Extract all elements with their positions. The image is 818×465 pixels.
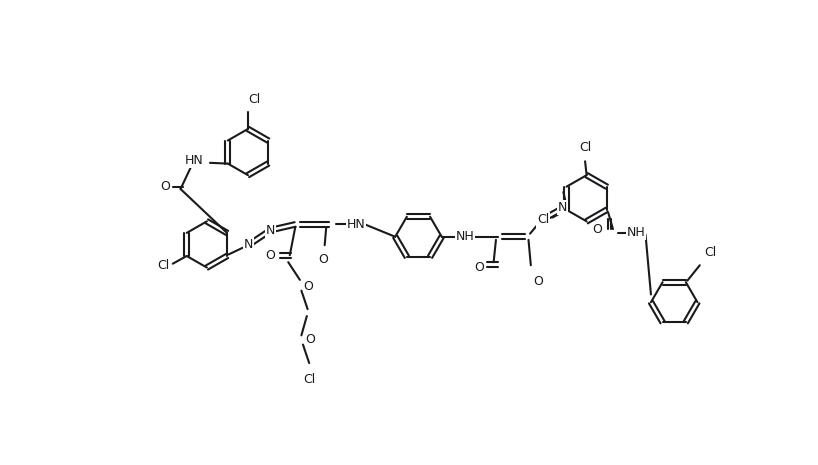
Text: O: O xyxy=(474,261,484,274)
Text: N: N xyxy=(244,238,254,251)
Text: N: N xyxy=(558,201,568,214)
Text: O: O xyxy=(592,223,602,236)
Text: NH: NH xyxy=(627,226,645,239)
Text: Cl: Cl xyxy=(249,93,261,106)
Text: O: O xyxy=(265,249,275,262)
Text: Cl: Cl xyxy=(157,259,169,272)
Text: HN: HN xyxy=(185,154,204,167)
Text: O: O xyxy=(303,279,313,292)
Text: Cl: Cl xyxy=(579,140,591,153)
Text: O: O xyxy=(305,333,315,346)
Text: NH: NH xyxy=(456,230,474,243)
Text: O: O xyxy=(533,275,543,288)
Text: HN: HN xyxy=(346,218,365,231)
Text: O: O xyxy=(160,180,170,193)
Text: N: N xyxy=(266,224,275,237)
Text: Cl: Cl xyxy=(537,213,550,226)
Text: N: N xyxy=(537,215,546,228)
Text: O: O xyxy=(318,253,328,266)
Text: Cl: Cl xyxy=(704,246,717,259)
Text: Cl: Cl xyxy=(303,373,315,386)
